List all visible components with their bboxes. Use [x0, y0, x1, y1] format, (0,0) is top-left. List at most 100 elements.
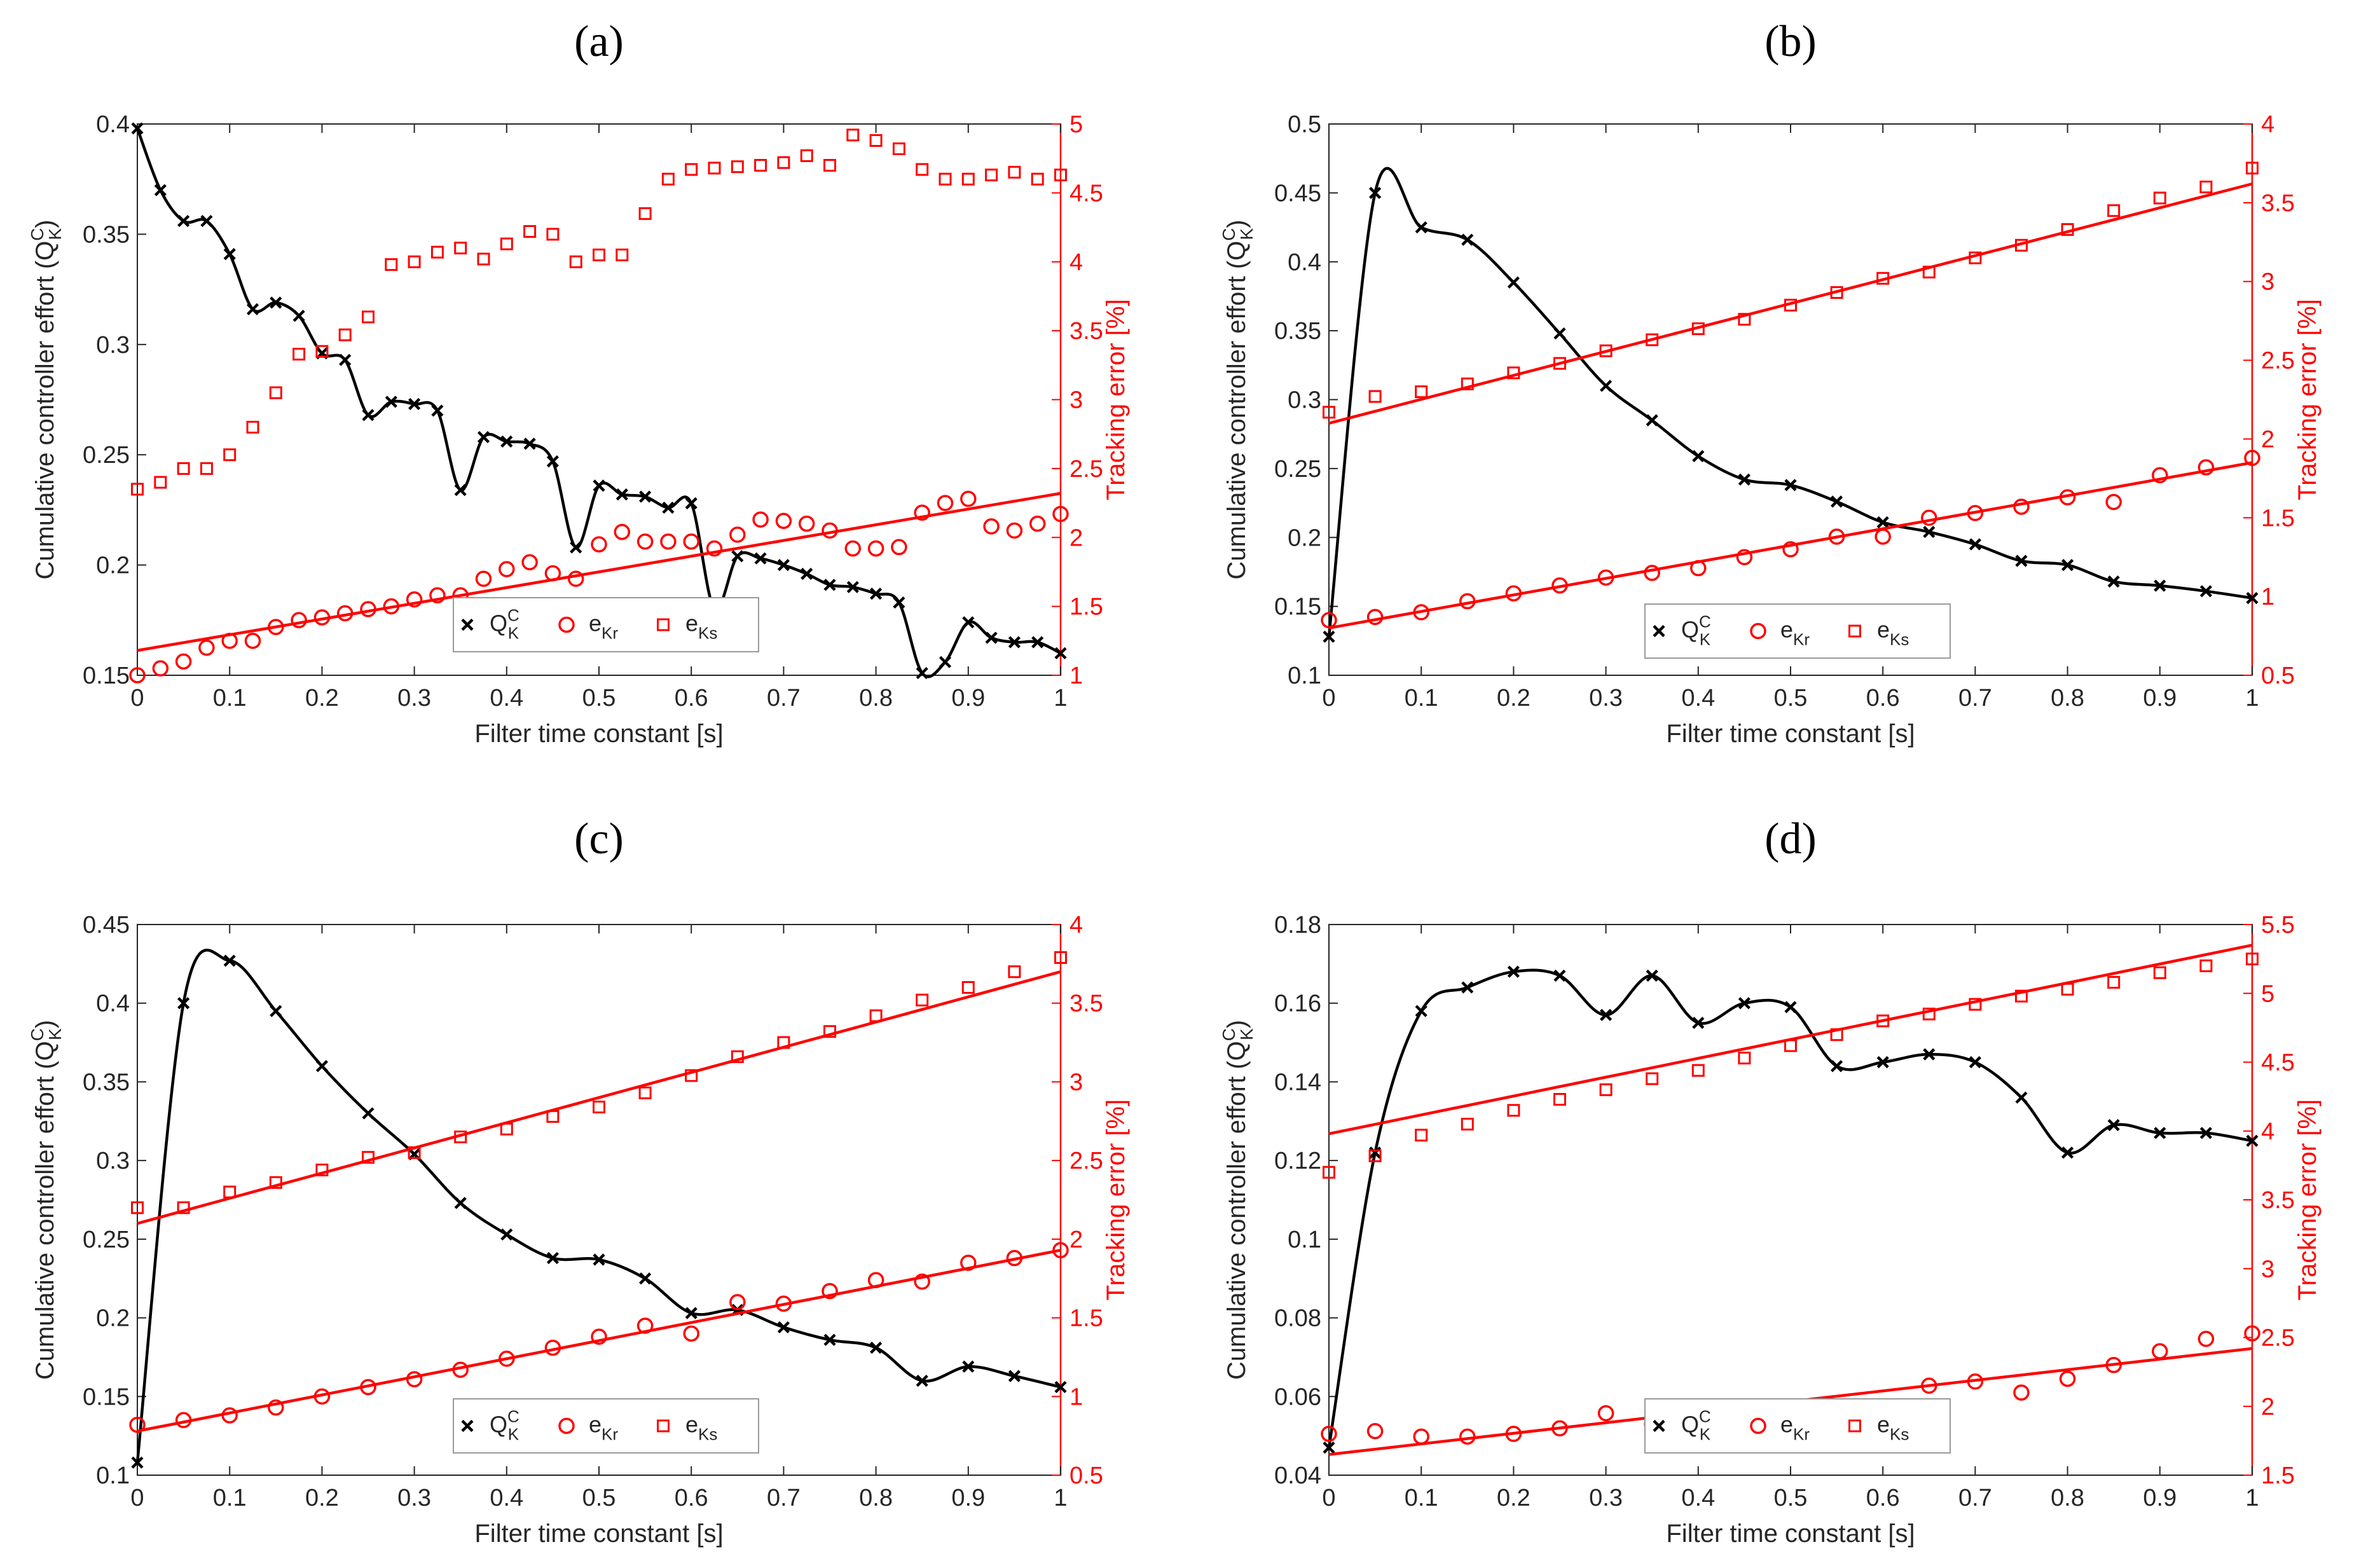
series-curve [135, 128, 1062, 678]
data-point [729, 526, 746, 543]
data-point [1461, 981, 1474, 994]
data-point [1413, 1428, 1429, 1445]
x-tick-label: 0.3 [397, 1485, 431, 1511]
data-point [593, 479, 605, 492]
data-point [1052, 1242, 1069, 1258]
data-point [846, 128, 860, 142]
x-tick-label: 0 [130, 685, 144, 712]
data-point [1553, 969, 1566, 982]
y-left-tick-label: 0.45 [83, 912, 130, 939]
data-point [2107, 975, 2121, 989]
legend-label: QC K [490, 1407, 519, 1444]
data-point [221, 1407, 238, 1424]
x-tick-label: 0.4 [490, 685, 523, 712]
y-left-tick-label: 0.4 [1288, 249, 1321, 276]
data-point [1323, 406, 1335, 419]
data-point [777, 1036, 790, 1049]
data-point [1553, 1092, 1566, 1106]
x-tick-label: 0.2 [1497, 1485, 1530, 1511]
data-point [1366, 609, 1384, 626]
data-point [660, 533, 677, 550]
data-point [246, 303, 259, 315]
y-right-tick-label: 5 [2261, 980, 2274, 1007]
data-point [430, 245, 444, 259]
data-point [500, 237, 513, 251]
data-point [1415, 1005, 1427, 1017]
data-point [567, 570, 584, 588]
series-curve [1327, 968, 2253, 1448]
y-right-tick-label: 1 [2261, 584, 2274, 610]
x-tick-label: 0.4 [1681, 685, 1715, 712]
x-tick-label: 0.7 [1958, 685, 1992, 712]
legend-label: eKr [1780, 1412, 1810, 1444]
y-right-tick-label: 2 [1070, 1227, 1083, 1253]
data-point [616, 248, 629, 261]
data-point [1646, 1072, 1659, 1085]
data-point [1874, 528, 1891, 545]
y-left-tick-label: 0.5 [1288, 111, 1321, 138]
data-point [544, 565, 561, 582]
x-tick-label: 0.2 [1497, 685, 1530, 712]
data-point [1505, 1426, 1522, 1442]
panel-title: (c) [574, 815, 624, 863]
data-point [916, 993, 929, 1007]
y-right-tick-label: 4.5 [1070, 180, 1103, 207]
data-point [546, 1251, 559, 1265]
x-tick-label: 0.1 [1405, 1485, 1438, 1511]
data-point [1876, 1056, 1889, 1069]
x-tick-label: 0.5 [1774, 685, 1808, 712]
legend-marker [1653, 1419, 1665, 1433]
data-point [1831, 1060, 1843, 1073]
data-point [1646, 333, 1659, 347]
y-left-tick-label: 0.4 [96, 991, 130, 1017]
data-point [268, 619, 284, 635]
data-point [731, 160, 744, 174]
legend-marker [1848, 1419, 1861, 1433]
data-point [985, 631, 998, 644]
x-tick-label: 1 [1054, 685, 1067, 712]
data-point [1368, 1149, 1382, 1162]
data-point [244, 633, 261, 649]
legend-marker [1848, 624, 1861, 638]
y-right-tick-label: 4 [2261, 1118, 2274, 1145]
data-point [408, 397, 421, 411]
y-left-tick-label: 0.35 [1274, 318, 1321, 345]
legend-box [453, 1398, 759, 1454]
data-point [454, 1131, 467, 1144]
data-point [2197, 459, 2215, 476]
x-tick-label: 0.5 [582, 1485, 616, 1511]
y-right-tick-label: 4 [1070, 249, 1083, 276]
data-point [406, 591, 423, 608]
data-point [2246, 162, 2259, 175]
data-point [1923, 1048, 1936, 1061]
y-left-tick-label: 0.45 [1274, 180, 1321, 207]
data-point [683, 1325, 699, 1342]
y-left-tick-label: 0.3 [1288, 387, 1321, 414]
data-point [893, 596, 905, 609]
y-left-tick-label: 0.15 [1274, 594, 1321, 621]
y-right-tick-label: 2.5 [2261, 348, 2295, 375]
y-right-tick-label: 1.5 [2261, 505, 2295, 532]
data-point [1969, 251, 1982, 265]
data-point [2059, 1370, 2076, 1387]
data-point [916, 1374, 928, 1387]
data-point [636, 533, 654, 550]
data-point [1461, 377, 1474, 390]
data-point [269, 1176, 282, 1189]
data-point [477, 252, 490, 266]
data-point [800, 149, 813, 162]
data-point [2152, 1343, 2168, 1359]
y-left-tick-label: 0.14 [1274, 1069, 1321, 1096]
data-point [2107, 575, 2120, 588]
data-point [961, 172, 975, 186]
data-point [1031, 636, 1044, 649]
legend: QC K eKr eKs [1644, 1398, 1951, 1454]
data-point [1830, 1028, 1843, 1042]
data-point [385, 258, 398, 272]
data-point [2061, 982, 2074, 996]
data-point [315, 345, 329, 358]
data-point [338, 328, 352, 341]
data-point [731, 550, 744, 563]
data-point [1784, 1039, 1797, 1052]
x-tick-label: 0.6 [675, 1485, 708, 1511]
